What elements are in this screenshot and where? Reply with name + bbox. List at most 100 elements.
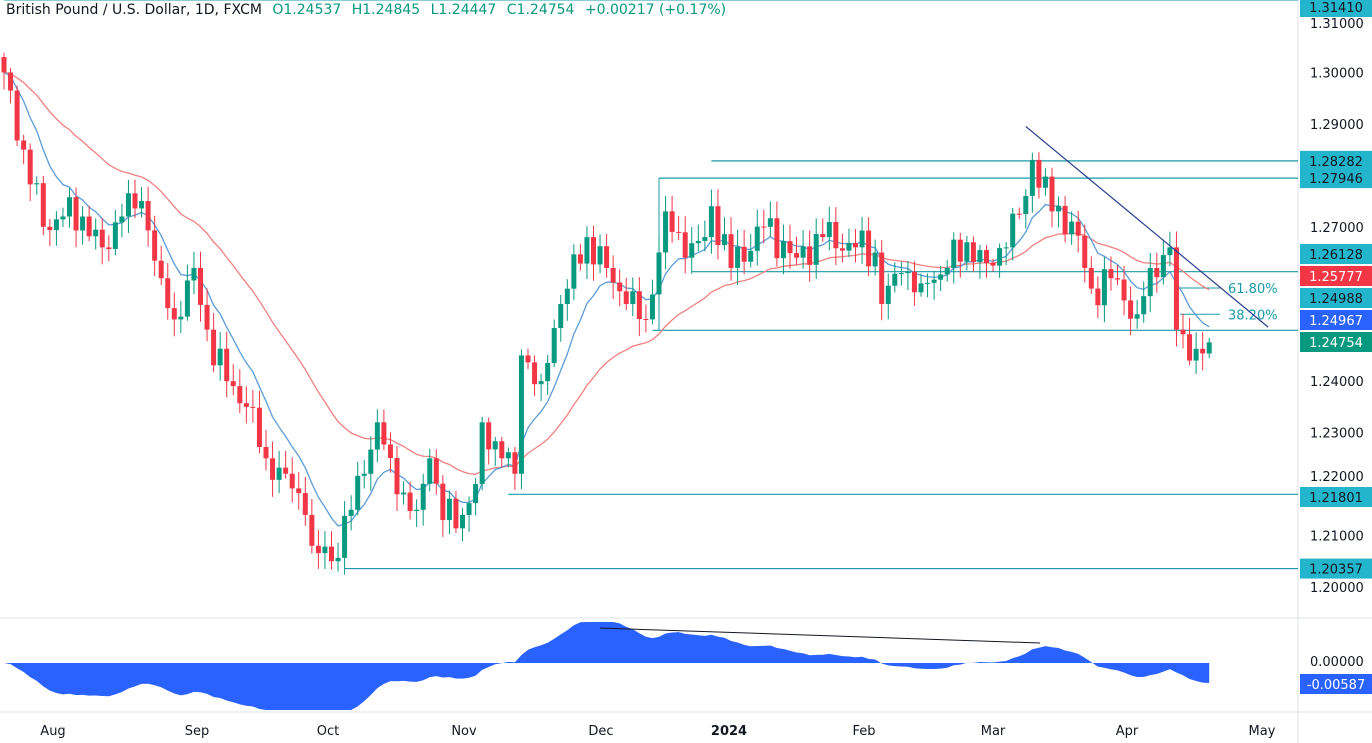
candle (302, 476, 308, 526)
candle-body (708, 206, 714, 238)
candle (551, 319, 557, 368)
candle (715, 189, 721, 260)
candle (905, 260, 911, 291)
fib-level-label: 61.80% (1228, 282, 1278, 297)
x-tick-label: May (1249, 724, 1276, 739)
candle-body (1154, 267, 1160, 278)
candle (407, 481, 413, 520)
candle-body (761, 226, 767, 228)
candle (545, 354, 551, 395)
candle-body (663, 211, 669, 253)
level-price-label: 1.31410 (1309, 1, 1363, 16)
candle (833, 207, 839, 266)
candle (139, 187, 145, 218)
candle-body (885, 285, 891, 304)
candle-body (191, 267, 197, 281)
candle-body (839, 248, 845, 251)
fast-moving-average (3, 71, 1210, 527)
candle (957, 232, 963, 278)
candle-body (643, 318, 649, 320)
candle (1134, 299, 1140, 329)
candle (1154, 252, 1160, 293)
divergence-line (599, 627, 1041, 644)
candle (708, 189, 714, 254)
candle-body (794, 253, 800, 258)
candle (387, 432, 393, 473)
candle (243, 386, 249, 424)
fib-level-label: 38.20% (1228, 308, 1278, 323)
candle-body (1, 57, 7, 73)
candle (14, 85, 20, 147)
candle-body (938, 274, 944, 280)
candle (584, 226, 590, 279)
candle-body (1036, 159, 1042, 188)
level-price-label-bg (1300, 288, 1372, 308)
candle (93, 218, 99, 250)
candle (47, 218, 53, 247)
candle-body (14, 90, 20, 141)
candle (728, 217, 734, 281)
candle (984, 245, 989, 278)
candle-body (315, 545, 321, 554)
candle-body (171, 308, 177, 320)
candle-body (256, 407, 262, 448)
price-badge: 1.24967 (1309, 314, 1363, 329)
candle-body (40, 183, 46, 227)
candle (165, 263, 171, 320)
candle-body (73, 197, 79, 231)
candle-body (119, 216, 125, 223)
x-tick-label: Apr (1116, 724, 1139, 739)
candle (1, 52, 7, 90)
candle-body (604, 246, 610, 268)
candle-body (368, 449, 374, 474)
candle (414, 499, 420, 528)
candle (198, 251, 203, 322)
candle (335, 542, 341, 572)
price-badge: 1.24754 (1309, 336, 1363, 351)
candle-body (984, 250, 989, 263)
candle-body (695, 240, 701, 244)
candle-body (67, 197, 72, 217)
level-price-label: 1.24988 (1309, 292, 1363, 307)
candle-body (925, 282, 931, 284)
candle (342, 501, 348, 575)
candle-body (1160, 255, 1166, 278)
y-tick-label: 1.29000 (1310, 118, 1364, 133)
candle (119, 203, 125, 238)
candle-body (21, 140, 27, 150)
x-tick-label: Feb (852, 724, 875, 739)
candle-body (722, 234, 727, 245)
candle (839, 233, 845, 263)
candle-body (329, 546, 334, 562)
candle-body (1082, 235, 1088, 268)
candle-body (224, 348, 230, 382)
candle-body (538, 381, 544, 385)
candle (689, 226, 695, 274)
candle-body (440, 483, 446, 521)
candle-body (217, 348, 223, 366)
candle-body (1042, 176, 1048, 188)
candle-body (1088, 267, 1094, 289)
candle (440, 475, 446, 537)
candle (270, 441, 276, 497)
candle-body (374, 422, 380, 450)
y-tick-label: 1.24000 (1310, 375, 1364, 390)
candle-body (682, 232, 688, 258)
candle-body (597, 246, 603, 265)
candle (656, 237, 662, 309)
candle-body (263, 447, 269, 459)
candle-body (47, 226, 53, 231)
candle (40, 175, 46, 236)
candle-body (322, 546, 328, 554)
candle (479, 416, 485, 491)
candle (780, 224, 786, 275)
candle (263, 430, 269, 471)
candle (630, 277, 636, 317)
candle (663, 196, 669, 270)
candle (427, 448, 433, 492)
candle-body (846, 242, 852, 251)
candle (1056, 196, 1062, 228)
ohlc-open: O1.24537 (272, 2, 342, 18)
candle-body (951, 239, 957, 268)
